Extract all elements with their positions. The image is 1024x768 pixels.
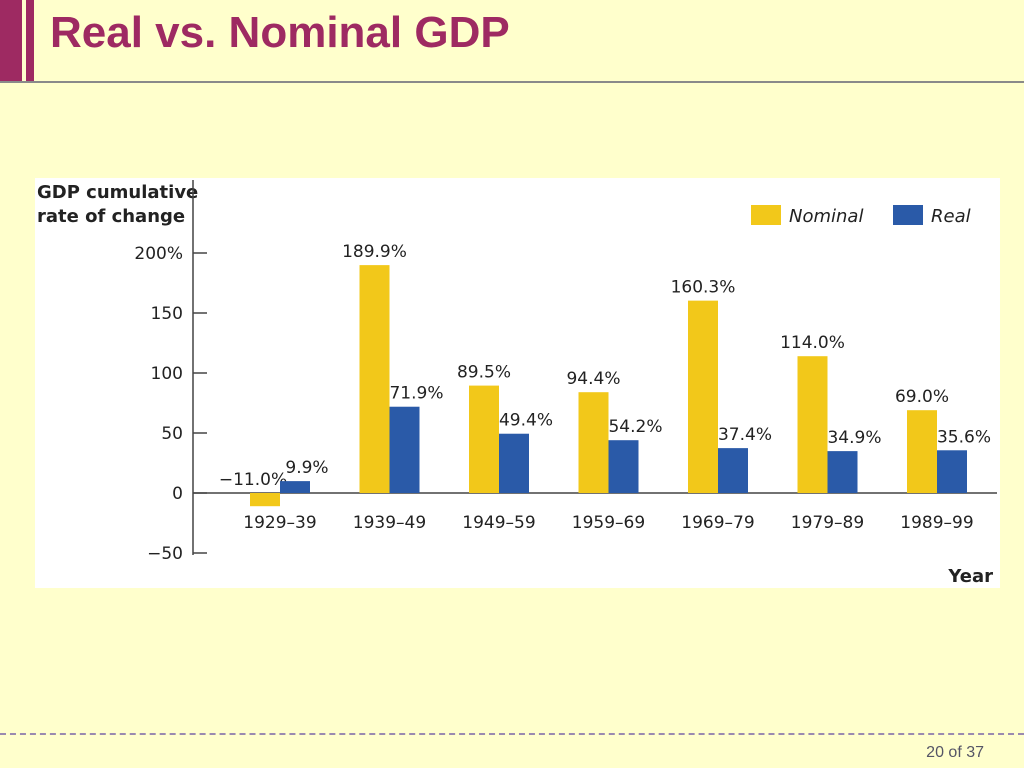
y-tick-label: −50 (147, 544, 183, 564)
nominal-bar (250, 493, 280, 507)
x-axis-title: Year (947, 566, 993, 587)
real-data-label: 9.9% (285, 458, 328, 478)
real-bar (827, 451, 858, 493)
y-axis-title-line: rate of change (37, 206, 185, 227)
nominal-data-label: 69.0% (895, 387, 949, 407)
real-bar (608, 440, 639, 493)
real-data-label: 37.4% (718, 425, 772, 445)
nominal-bar (907, 410, 937, 493)
nominal-data-label: −11.0% (219, 470, 287, 490)
x-tick-label: 1989–99 (900, 513, 973, 533)
footer-divider (0, 733, 1024, 735)
real-data-label: 54.2% (608, 417, 662, 437)
y-tick-label: 100 (151, 364, 183, 384)
title-divider (0, 81, 1024, 83)
nominal-data-label: 160.3% (671, 278, 736, 298)
real-bar (718, 448, 748, 493)
real-bar (937, 450, 967, 493)
y-axis-title-line: GDP cumulative (37, 182, 198, 203)
real-data-label: 71.9% (389, 384, 443, 404)
x-tick-label: 1929–39 (243, 513, 316, 533)
y-tick-label: 50 (161, 424, 183, 444)
nominal-data-label: 94.4% (566, 369, 620, 389)
legend-label-nominal: Nominal (789, 206, 863, 227)
real-bar (389, 406, 420, 493)
real-bar (280, 481, 310, 493)
x-tick-label: 1969–79 (681, 513, 754, 533)
title-accent-bar (0, 0, 22, 82)
x-tick-label: 1949–59 (462, 513, 535, 533)
slide-title: Real vs. Nominal GDP (50, 8, 510, 57)
nominal-bar (688, 300, 718, 493)
real-data-label: 35.6% (937, 427, 991, 447)
nominal-data-label: 114.0% (780, 333, 845, 353)
nominal-data-label: 189.9% (342, 242, 407, 262)
nominal-bar (359, 265, 390, 493)
legend-label-real: Real (931, 206, 971, 227)
bar-chart: GDP cumulative rate of change 200% 150 100 50… (37, 180, 997, 587)
nominal-data-label: 89.5% (457, 363, 511, 383)
chart-panel: GDP cumulative rate of change 200% 150 100 50… (35, 178, 1000, 588)
y-tick-label: 0 (172, 484, 183, 504)
title-accent-bar-thin (26, 0, 34, 82)
real-bar (499, 433, 529, 493)
y-tick-label: 150 (151, 304, 183, 324)
x-tick-label: 1979–89 (791, 513, 864, 533)
page-number: 20 of 37 (926, 744, 984, 761)
legend-swatch-nominal (751, 205, 781, 225)
nominal-bar (797, 356, 828, 493)
x-tick-label: 1939–49 (353, 513, 426, 533)
real-data-label: 49.4% (499, 411, 553, 431)
x-tick-label: 1959–69 (572, 513, 645, 533)
nominal-bar (578, 392, 609, 493)
nominal-bar (469, 385, 499, 493)
real-data-label: 34.9% (827, 428, 881, 448)
legend-swatch-real (893, 205, 923, 225)
y-tick-label: 200% (134, 244, 183, 264)
